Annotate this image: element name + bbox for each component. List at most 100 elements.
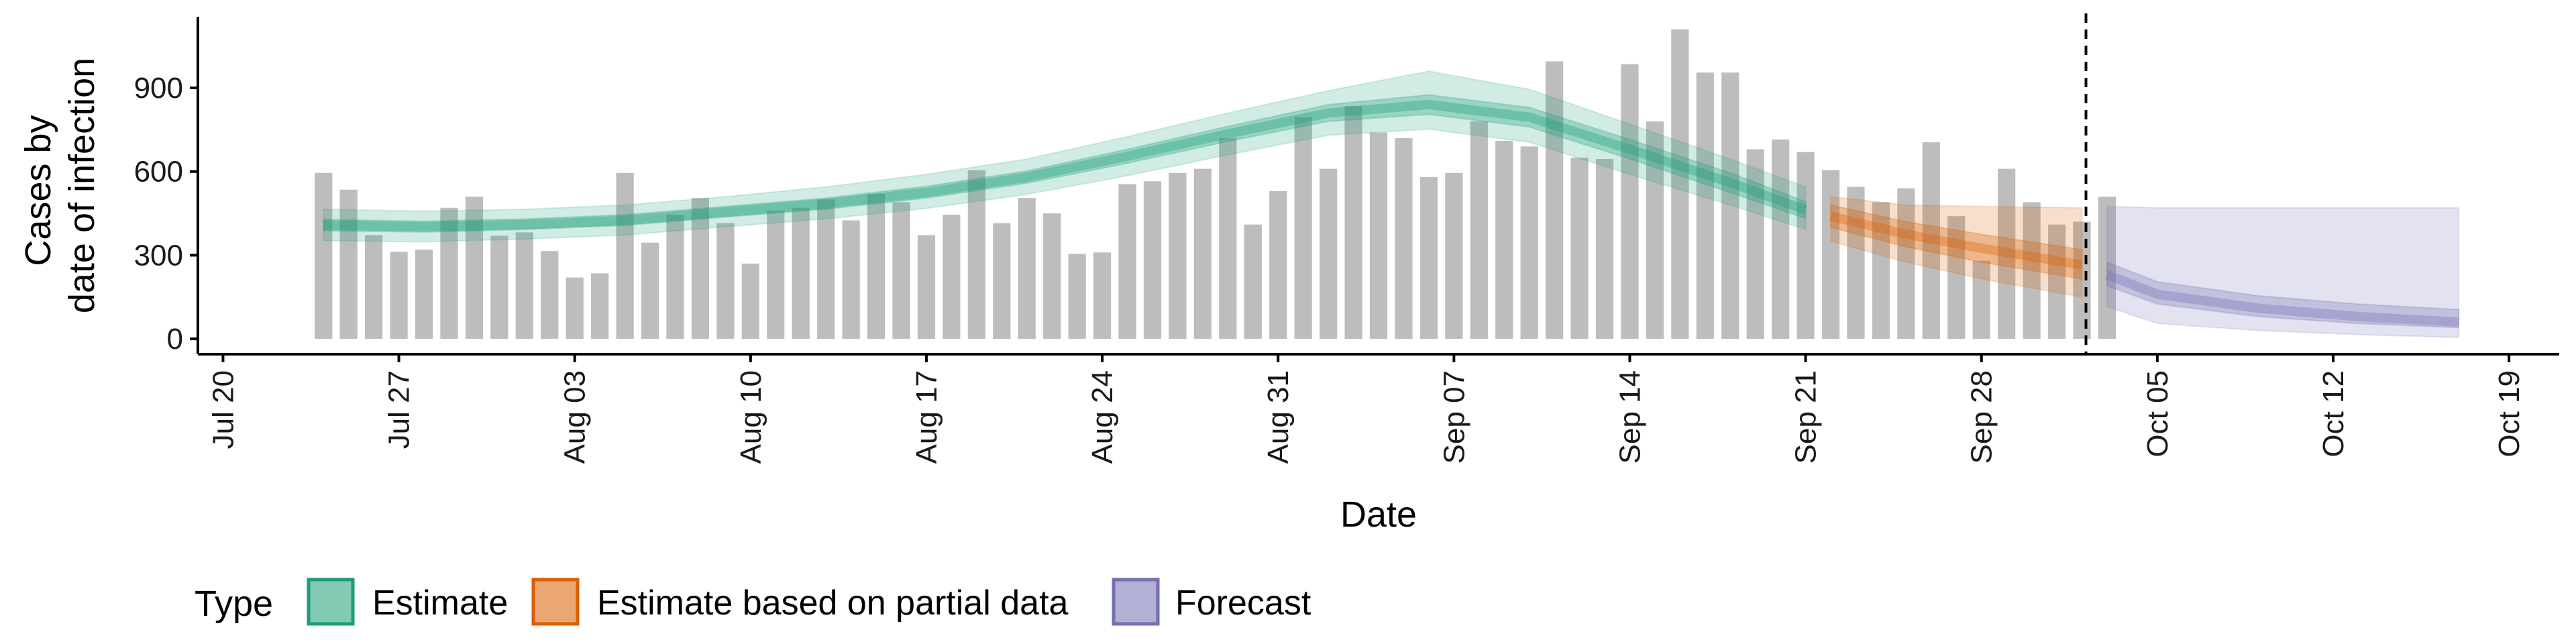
case-bar <box>390 252 408 339</box>
case-bar <box>943 215 961 339</box>
y-axis-title-line2: date of infection <box>62 58 102 313</box>
case-bar <box>993 223 1011 339</box>
partial-inner-band <box>1830 204 2083 280</box>
case-bar <box>2023 202 2041 339</box>
y-tick-label: 600 <box>134 156 183 189</box>
axes-layer <box>197 17 2559 356</box>
case-bar <box>1294 117 1312 339</box>
case-bar <box>1470 121 1488 339</box>
case-bar <box>591 273 609 339</box>
case-bar <box>1068 254 1086 339</box>
case-bar <box>691 198 710 339</box>
case-bar <box>1143 181 1162 339</box>
case-bar <box>1772 139 1790 339</box>
x-tick-label: Sep 21 <box>1790 370 1823 464</box>
case-bar <box>1796 152 1815 339</box>
estimate-outer-band <box>323 70 1807 243</box>
case-bar <box>616 172 634 339</box>
case-bar <box>1495 140 1513 339</box>
legend-title: Type <box>195 584 273 624</box>
forecast-outer-band <box>2106 205 2460 339</box>
x-tick-label: Jul 20 <box>207 370 239 449</box>
case-bar <box>2098 197 2116 339</box>
case-bar <box>1018 198 1036 339</box>
case-bar <box>365 235 383 339</box>
y-axis-title-line1: Cases by <box>18 115 58 266</box>
case-bar <box>1998 168 2016 339</box>
y-ticks: 0 300 600 900 <box>134 72 198 356</box>
case-bar <box>842 220 860 339</box>
y-axis-title: Cases by date of infection <box>18 58 102 313</box>
case-bar <box>1546 61 1564 339</box>
case-bar <box>1621 64 1639 339</box>
case-bar <box>892 202 910 339</box>
x-tick-label: Oct 12 <box>2317 370 2350 458</box>
case-bar <box>1344 106 1362 339</box>
x-tick-label: Aug 17 <box>910 370 943 464</box>
case-bar <box>1696 72 1714 339</box>
case-bar <box>967 170 985 339</box>
legend-key <box>531 578 580 626</box>
x-tick-label: Aug 03 <box>559 370 592 464</box>
case-bar <box>1395 138 1413 339</box>
case-bar <box>1320 168 1338 339</box>
case-bar <box>716 223 735 339</box>
x-tick-label: Jul 27 <box>383 370 416 449</box>
case-bar <box>541 251 559 339</box>
case-bar <box>767 210 785 339</box>
case-bar <box>465 197 484 339</box>
forecast-inner-band <box>2106 261 2460 329</box>
legend-label: Estimate based on partial data <box>597 584 1069 623</box>
x-tick-label: Sep 07 <box>1438 370 1470 464</box>
legend-item: Forecast <box>1112 578 1311 626</box>
case-bar <box>1244 224 1262 339</box>
case-bar <box>1847 186 1865 339</box>
case-bar <box>1922 142 1940 339</box>
legend-key <box>307 578 355 626</box>
case-bar <box>2047 224 2066 339</box>
case-bar <box>1445 172 1463 339</box>
legend-key <box>1112 578 1160 626</box>
case-bar <box>867 193 885 339</box>
case-bar <box>415 250 433 339</box>
case-bar <box>1972 260 1990 339</box>
case-bar <box>515 232 533 339</box>
y-tick-label: 300 <box>134 239 183 272</box>
estimate-inner-band <box>323 94 1807 233</box>
case-bar <box>2073 221 2091 339</box>
case-bar <box>1043 213 1061 339</box>
case-bar <box>792 207 810 339</box>
legend-label: Estimate <box>372 584 508 623</box>
bars-layer <box>315 29 2116 339</box>
case-bar <box>1369 132 1388 339</box>
ribbons-layer <box>323 70 2460 339</box>
legend-items: Estimate Estimate based on partial data Fo… <box>307 578 1311 626</box>
case-bar <box>1897 188 1915 339</box>
case-bar <box>666 215 684 339</box>
legend-item: Estimate based on partial data <box>531 578 1069 626</box>
x-tick-label: Aug 24 <box>1086 370 1119 464</box>
case-bar <box>1419 177 1438 339</box>
x-tick-label: Aug 10 <box>735 370 767 464</box>
x-axis-title: Date <box>1340 494 1417 535</box>
partial-median-line <box>1829 211 2083 270</box>
case-bar <box>917 235 936 339</box>
x-tick-label: Oct 05 <box>2141 370 2174 458</box>
case-bar <box>1570 157 1589 339</box>
x-tick-label: Oct 19 <box>2493 370 2526 458</box>
case-bar <box>1269 191 1287 339</box>
x-tick-label: Aug 31 <box>1262 370 1295 464</box>
x-tick-label: Sep 14 <box>1613 370 1646 464</box>
case-bar <box>817 199 835 339</box>
legend-label: Forecast <box>1175 584 1311 623</box>
y-tick-label: 900 <box>134 72 183 105</box>
case-bar <box>1872 202 1890 339</box>
case-bar <box>1169 172 1187 339</box>
case-bar <box>315 172 333 339</box>
case-bar <box>1093 252 1112 339</box>
case-bar <box>1721 72 1739 339</box>
case-bar <box>1671 29 1689 339</box>
x-ticks: Jul 20 Jul 27 Aug 03 Aug 10 Aug 17 Aug 24 Aug … <box>207 354 2526 464</box>
case-bar <box>741 263 759 339</box>
case-bar <box>1595 159 1614 339</box>
